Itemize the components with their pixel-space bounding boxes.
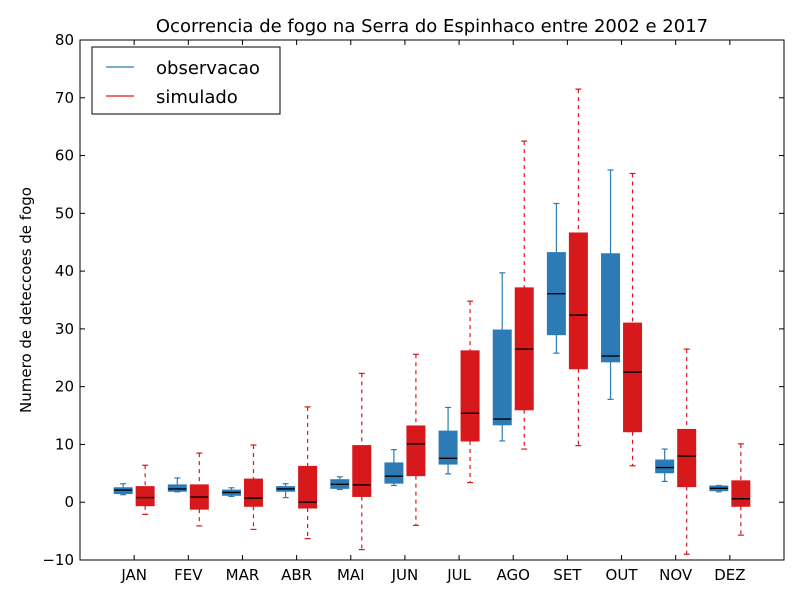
box-simulado-nov [677,428,697,488]
chart-title: Ocorrencia de fogo na Serra do Espinhaco… [156,16,708,37]
box-simulado-set [568,232,588,370]
box-simulado-dez [731,480,751,507]
box-simulado-abr [298,465,318,509]
box-simulado-out [623,322,643,433]
box-observacao-out [601,253,621,363]
x-tick-label: JUN [391,566,419,584]
box-observacao-jul [438,430,458,465]
legend-label-observacao: observacao [156,58,260,79]
y-tick-label: 10 [55,435,74,453]
y-tick-label: 0 [64,493,74,511]
plot-frame [79,39,785,561]
boxes-layer [113,88,751,555]
y-tick-label: 50 [55,204,74,222]
box-observacao-nov [655,459,675,474]
box-observacao-fev [167,484,187,492]
x-tick-label: MAI [337,566,365,584]
legend: observacao simulado [91,46,281,115]
x-tick-label: FEV [174,566,203,584]
x-tick-label: NOV [659,566,693,584]
box-observacao-ago [492,329,512,426]
y-tick-label: 70 [55,89,74,107]
box-simulado-mai [352,445,372,497]
axis-ticks: −10 0 10 20 30 40 50 60 70 80 JAN FEV MAR ABR MAI JUN JU… [42,31,784,584]
x-tick-label: SET [553,566,582,584]
x-tick-label: JUL [446,566,471,584]
y-tick-label: −10 [42,551,74,569]
y-axis-label: Numero de deteccoes de fogo [17,187,35,413]
y-tick-label: 40 [55,262,74,280]
y-tick-label: 60 [55,147,74,165]
x-tick-label: DEZ [714,566,745,584]
box-simulado-jan [135,486,155,507]
x-tick-label: ABR [281,566,312,584]
y-tick-label: 20 [55,378,74,396]
x-tick-label: OUT [606,566,639,584]
box-observacao-jun [384,462,404,484]
legend-label-simulado: simulado [156,87,238,108]
x-tick-label: AGO [497,566,530,584]
box-simulado-mar [243,478,263,507]
legend-frame [91,46,281,115]
box-simulado-jun [406,425,426,477]
box-simulado-jul [460,350,480,442]
x-tick-label: MAR [226,566,260,584]
y-tick-label: 80 [55,31,74,49]
x-tick-label: JAN [120,566,147,584]
y-tick-label: 30 [55,320,74,338]
